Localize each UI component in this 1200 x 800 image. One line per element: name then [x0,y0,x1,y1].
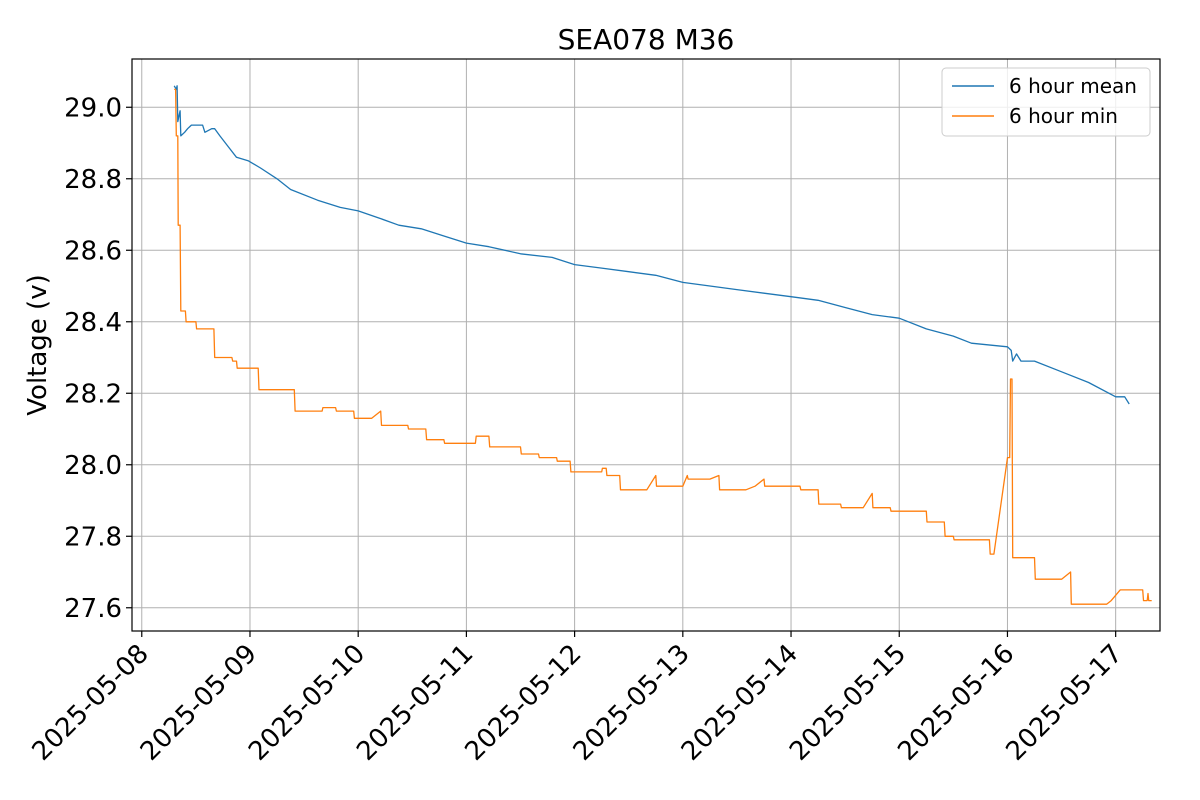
chart-title: SEA078 M36 [558,23,735,56]
y-tick-label: 28.2 [64,379,122,409]
y-tick-label: 28.6 [64,236,122,266]
plot-frame [131,58,1161,632]
y-tick-label: 27.6 [64,594,122,624]
axis-ticks: 27.6 27.8 28.0 28.2 28.4 28.6 28.8 29.0 2025-05-… [27,93,1129,767]
legend-label: 6 hour min [1009,104,1118,128]
y-tick-label: 28.8 [64,165,122,195]
legend: 6 hour mean 6 hour min [941,67,1151,137]
y-tick-label: 29.0 [64,93,122,123]
series-line-2 [174,88,1152,605]
grid-lines [132,59,1160,631]
series-lines [173,85,1152,605]
y-tick-label: 28.4 [64,308,122,338]
y-axis-label: Voltage (v) [23,274,53,415]
legend-label: 6 hour mean [1009,74,1137,98]
y-tick-label: 28.0 [64,451,122,481]
series-line-1 [173,85,1130,405]
y-tick-label: 27.8 [64,522,122,552]
x-tick-label: 2025-05-17 [1001,639,1129,767]
legend-box [941,67,1151,137]
